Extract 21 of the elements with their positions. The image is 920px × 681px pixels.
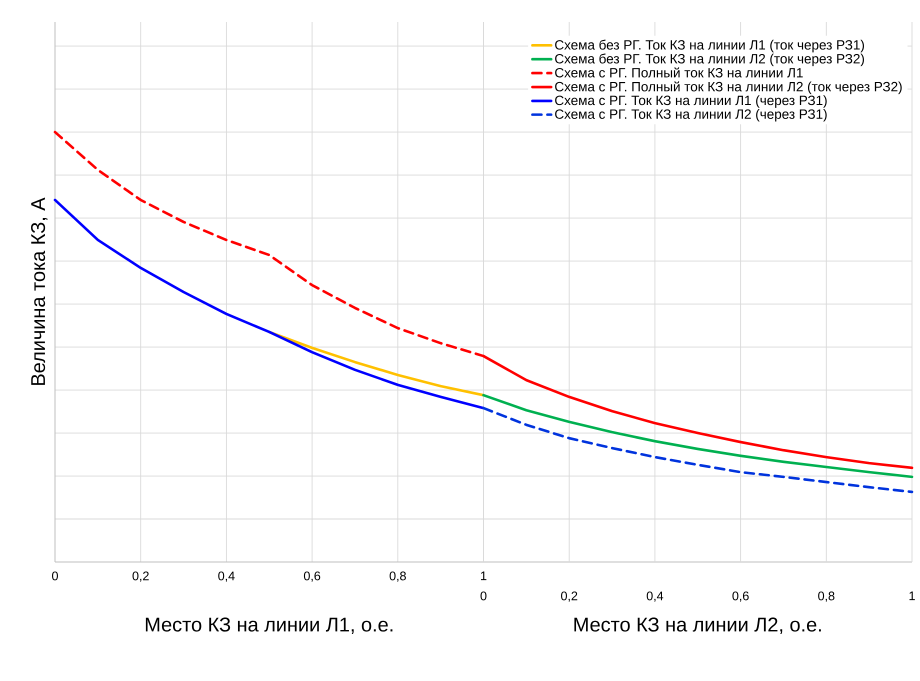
- legend-label: Схема без РГ. Ток КЗ на линии Л1 (ток через РЗ1): [555, 40, 864, 52]
- x2-tick-label: 0: [480, 592, 486, 600]
- x2-axis-title: Место КЗ на линии Л2, о.е.: [574, 618, 821, 634]
- x-tick-label: 0,4: [218, 572, 235, 582]
- x-tick-label: 0,2: [132, 572, 149, 582]
- x2-tick-label: 0,4: [646, 592, 664, 602]
- x2-tick-label: 0,6: [732, 592, 749, 602]
- x2-tick-label: 0,2: [561, 592, 578, 602]
- x-tick-label: 0,8: [390, 572, 406, 582]
- x-axis-title: Место КЗ на линии Л1, о.е.: [146, 618, 392, 634]
- legend-label: Схема без РГ. Ток КЗ на линии Л2 (ток через РЗ2): [555, 54, 864, 66]
- legend-label: Схема с РГ. Полный ток КЗ на линии Л2 (ток через РЗ2): [555, 81, 902, 94]
- x2-tick-label: 1: [910, 592, 915, 600]
- x-tick-label: 1: [480, 572, 486, 580]
- legend-label: Схема с РГ. Полный ток КЗ на линии Л1: [555, 67, 803, 78]
- legend-label: Схема с РГ. Ток КЗ на линии Л2 (через РЗ1): [555, 109, 827, 122]
- legend-label: Схема с РГ. Ток КЗ на линии Л1 (через РЗ1): [555, 95, 827, 108]
- x-tick-label: 0,6: [304, 572, 320, 582]
- x2-tick-label: 0,8: [818, 592, 834, 602]
- y-axis-title: Величина тока КЗ, А: [31, 197, 48, 385]
- x-tick-label: 0: [52, 572, 58, 580]
